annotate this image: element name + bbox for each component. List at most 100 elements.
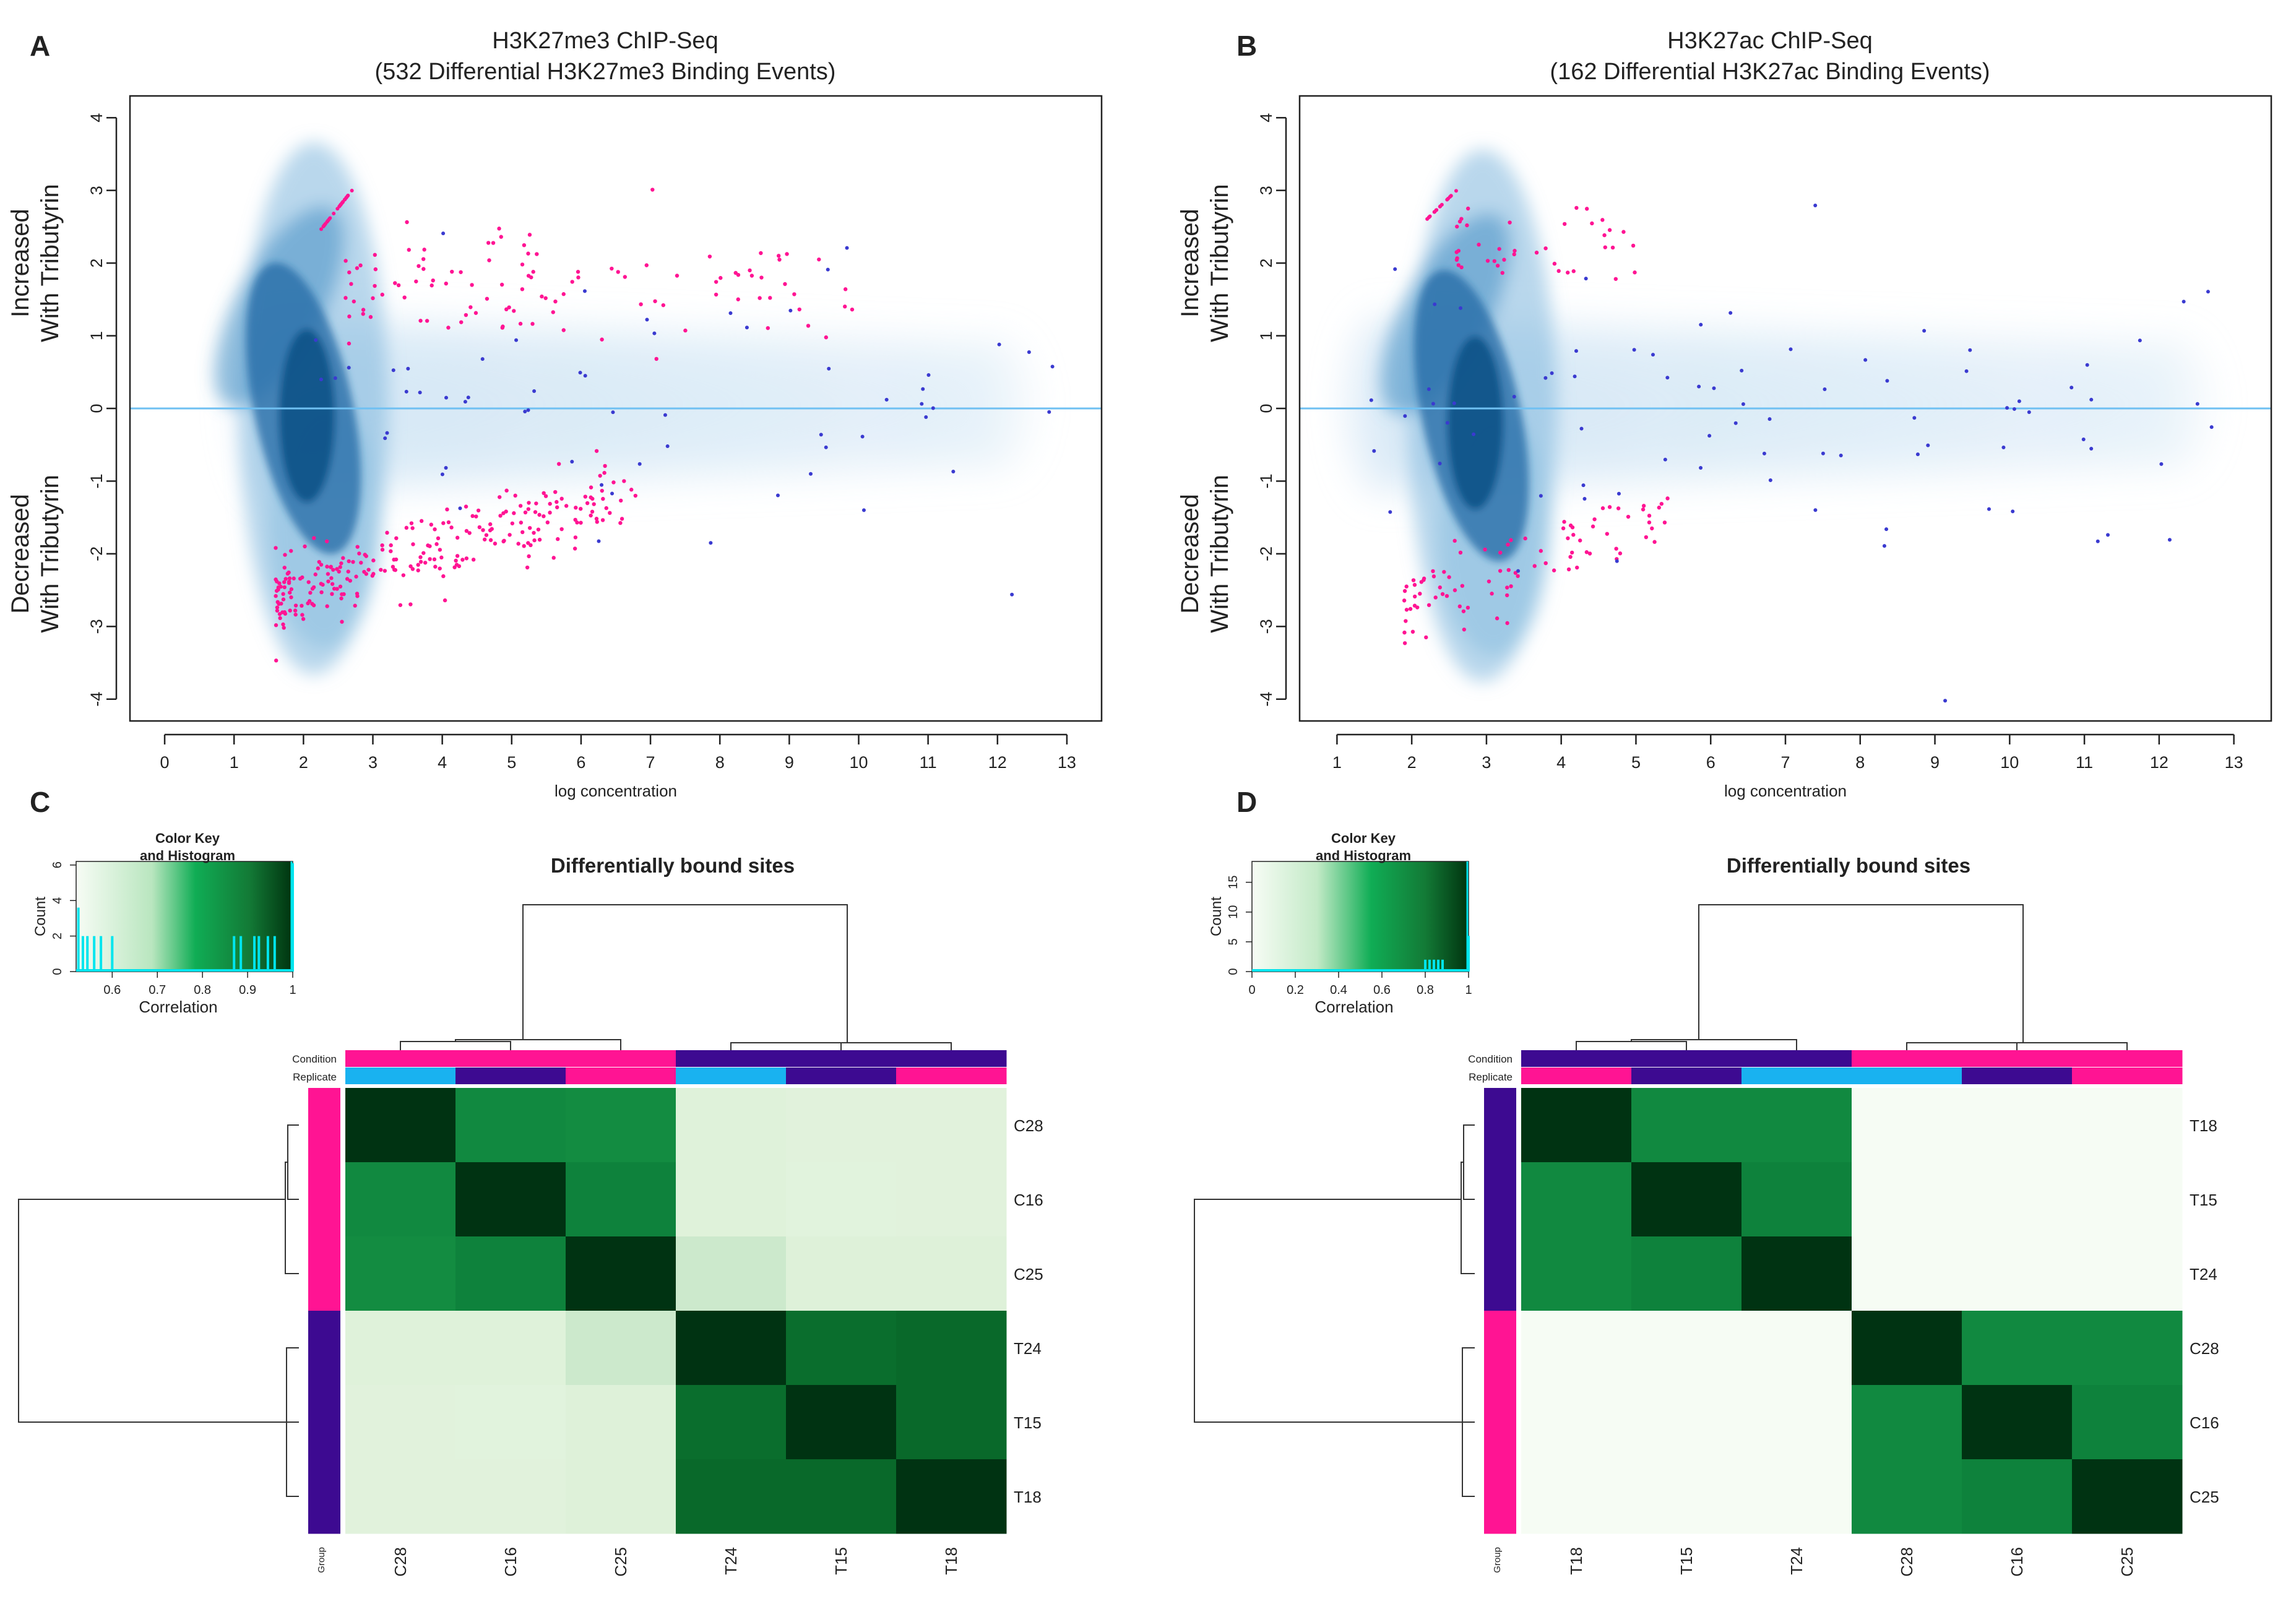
heatmap-cell bbox=[1521, 1459, 1632, 1534]
point bbox=[1813, 204, 1818, 208]
point bbox=[497, 226, 501, 231]
point bbox=[551, 310, 555, 314]
point bbox=[464, 504, 468, 509]
point bbox=[282, 585, 287, 590]
point bbox=[1568, 554, 1573, 559]
point bbox=[401, 573, 406, 577]
point bbox=[1487, 579, 1491, 584]
heatmap-cell bbox=[1962, 1162, 2073, 1237]
heatmap-cell bbox=[345, 1162, 456, 1237]
point bbox=[533, 510, 538, 514]
point bbox=[1445, 197, 1449, 202]
point bbox=[499, 282, 504, 287]
column-dendrogram bbox=[400, 904, 952, 1052]
group-cell bbox=[308, 1088, 340, 1163]
point bbox=[411, 542, 415, 546]
panel-c: C Color Key and Histogram 0.6 0.7 0.8 0.9 1 Cor… bbox=[18, 786, 1043, 1577]
point bbox=[288, 608, 292, 613]
point bbox=[349, 282, 353, 287]
replicate-cell bbox=[455, 1068, 566, 1084]
point bbox=[572, 546, 577, 551]
y-tick-label: 3 bbox=[87, 186, 106, 195]
point bbox=[997, 342, 1001, 347]
point bbox=[744, 326, 749, 330]
column-label: T15 bbox=[1677, 1547, 1696, 1575]
point bbox=[454, 558, 458, 563]
point bbox=[446, 326, 451, 330]
density-fan bbox=[2137, 335, 2211, 474]
point bbox=[339, 561, 343, 566]
heatmap-d: Color Key and Histogram 0 0.2 0.4 0.6 0.8 1 Corr… bbox=[1194, 830, 2219, 1577]
point bbox=[1613, 277, 1618, 281]
y-label-increased-line1: Increased bbox=[7, 209, 34, 317]
point bbox=[585, 501, 590, 506]
point bbox=[768, 296, 772, 300]
point bbox=[485, 296, 490, 301]
x-tick-label: 13 bbox=[1058, 753, 1076, 772]
point bbox=[419, 519, 424, 524]
condition-label: Condition bbox=[1468, 1053, 1513, 1065]
point bbox=[570, 280, 574, 284]
point bbox=[389, 543, 393, 548]
point bbox=[361, 312, 365, 316]
point bbox=[926, 373, 931, 377]
color-key-y-tick-label: 4 bbox=[51, 897, 64, 904]
point bbox=[287, 570, 291, 575]
point bbox=[291, 576, 296, 580]
point bbox=[1839, 454, 1843, 458]
point bbox=[441, 574, 446, 579]
point bbox=[1498, 569, 1503, 573]
y-label-decreased-line2: With Tributyrin bbox=[37, 475, 64, 633]
point bbox=[619, 498, 623, 503]
point bbox=[573, 535, 578, 540]
point bbox=[1922, 329, 1927, 333]
point bbox=[759, 251, 763, 256]
point bbox=[1502, 257, 1506, 262]
point bbox=[1516, 574, 1520, 579]
row-dendrogram bbox=[18, 1124, 299, 1497]
point bbox=[611, 410, 615, 415]
point bbox=[1590, 524, 1595, 528]
heatmap-cell bbox=[1521, 1088, 1632, 1163]
point bbox=[526, 408, 530, 412]
heatmap-cell bbox=[455, 1236, 566, 1311]
point bbox=[1456, 249, 1461, 253]
row-label: T15 bbox=[2190, 1191, 2217, 1209]
point bbox=[455, 554, 460, 558]
y-label-decreased-line1: Decreased bbox=[7, 494, 34, 613]
column-label: T24 bbox=[1787, 1547, 1806, 1575]
row-label: T24 bbox=[1014, 1339, 1042, 1358]
point bbox=[425, 319, 429, 323]
replicate-cell bbox=[566, 1068, 676, 1084]
point bbox=[482, 537, 487, 541]
y-tick-label: 2 bbox=[1257, 259, 1275, 268]
group-cell bbox=[1484, 1459, 1516, 1534]
color-key-y-label: Count bbox=[1208, 897, 1225, 936]
point bbox=[527, 525, 532, 530]
differential-points bbox=[274, 188, 1055, 663]
point bbox=[326, 579, 330, 584]
x-tick-label: 11 bbox=[2076, 753, 2093, 772]
plot-frame bbox=[1298, 95, 2272, 722]
point bbox=[444, 466, 448, 470]
group-cell bbox=[1484, 1236, 1516, 1311]
point bbox=[1402, 598, 1407, 603]
point bbox=[473, 311, 478, 315]
point bbox=[561, 292, 566, 296]
point bbox=[1569, 550, 1574, 555]
heatmap-cell bbox=[896, 1311, 1007, 1386]
color-key-x-tick-label: 0.8 bbox=[194, 983, 211, 997]
point bbox=[1465, 223, 1469, 228]
point bbox=[1444, 593, 1449, 598]
point bbox=[457, 564, 462, 569]
point bbox=[282, 626, 286, 630]
color-key-x-tick-label: 0.4 bbox=[1330, 983, 1347, 997]
point bbox=[2209, 425, 2214, 429]
color-key-y-tick-label: 2 bbox=[51, 933, 64, 939]
row-label: C25 bbox=[2190, 1488, 2219, 1506]
point bbox=[405, 220, 409, 225]
point bbox=[537, 512, 542, 517]
group-cell bbox=[1484, 1162, 1516, 1237]
color-key-y-tick-label: 6 bbox=[51, 861, 64, 868]
point bbox=[275, 608, 280, 613]
